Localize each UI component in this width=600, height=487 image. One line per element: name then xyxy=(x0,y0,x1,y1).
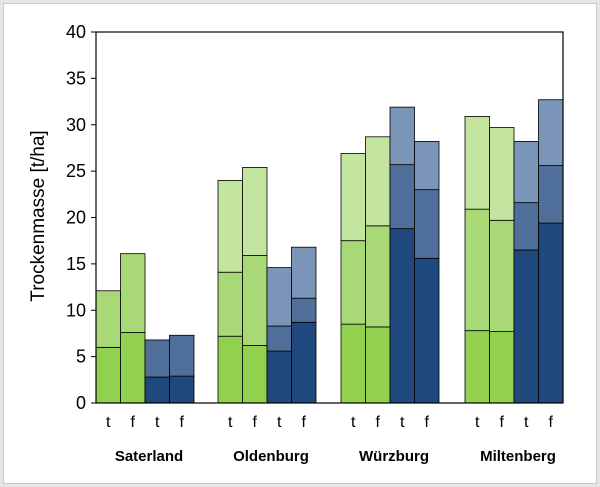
bar-category-label: f xyxy=(376,414,381,431)
bar-category-label: t xyxy=(351,414,356,431)
bar-segment xyxy=(464,116,490,210)
bar-segment xyxy=(242,167,268,256)
bar-segment xyxy=(242,255,268,346)
bars-layer xyxy=(95,99,564,404)
bar-segment xyxy=(291,246,317,299)
y-tick-label: 10 xyxy=(66,300,86,320)
bar-segment xyxy=(464,208,490,332)
bar-segment xyxy=(414,141,440,191)
bar-segment xyxy=(365,225,391,328)
bar-segment xyxy=(340,240,366,325)
bar-segment xyxy=(120,253,146,333)
bar-segment xyxy=(169,375,195,404)
bar-segment xyxy=(365,326,391,404)
y-tick-label: 25 xyxy=(66,161,86,181)
bar-segment xyxy=(217,335,243,404)
group-label: Saterland xyxy=(115,448,183,465)
bar-segment xyxy=(489,127,515,221)
axes-layer: 0 5 10 15 20 25 30 35 40 xyxy=(66,22,564,413)
bar-segment xyxy=(414,257,440,404)
bar-category-label: f xyxy=(425,414,430,431)
group-label: Würzburg xyxy=(359,448,429,465)
group-label: Oldenburg xyxy=(233,448,309,465)
bar-category-label: f xyxy=(549,414,554,431)
bar-category-label: t xyxy=(400,414,405,431)
bar-segment xyxy=(291,297,317,323)
bar-segment xyxy=(365,136,391,227)
bar-segment xyxy=(217,179,243,273)
bar-segment xyxy=(489,331,515,404)
bar-segment xyxy=(95,346,121,404)
y-axis-label: Trockenmasse [t/ha] xyxy=(28,130,49,301)
bar-segment xyxy=(291,321,317,404)
bar-segment xyxy=(144,376,170,404)
bar-segment xyxy=(538,99,564,166)
bar-segment xyxy=(513,202,539,251)
bar-segment xyxy=(389,228,415,404)
bar-category-label: t xyxy=(228,414,233,431)
bar-segment xyxy=(217,271,243,337)
bar-segment xyxy=(120,332,146,404)
bar-category-label: t xyxy=(277,414,282,431)
bar-category-label: f xyxy=(253,414,258,431)
bar-segment xyxy=(266,325,292,352)
bar-segment xyxy=(513,141,539,204)
y-tick-label: 40 xyxy=(66,22,86,42)
bar-segment xyxy=(266,350,292,404)
bar-segment xyxy=(266,267,292,327)
y-tick-label: 15 xyxy=(66,254,86,274)
bar-segment xyxy=(414,189,440,259)
bar-category-label: f xyxy=(302,414,307,431)
y-tick-label: 20 xyxy=(66,208,86,228)
bar-category-label: t xyxy=(475,414,480,431)
y-tick-label: 35 xyxy=(66,68,86,88)
y-tick-label: 0 xyxy=(76,393,86,413)
y-tick-label: 5 xyxy=(76,347,86,367)
bar-segment xyxy=(538,165,564,224)
bar-category-label: f xyxy=(180,414,185,431)
bar-segment xyxy=(144,339,170,378)
bar-category-label: t xyxy=(106,414,111,431)
y-tick-label: 30 xyxy=(66,115,86,135)
bar-segment xyxy=(340,153,366,242)
bar-segment xyxy=(95,290,121,348)
bar-category-label: t xyxy=(524,414,529,431)
bar-segment xyxy=(464,330,490,404)
bar-segment xyxy=(169,334,195,377)
bar-segment xyxy=(538,222,564,404)
bar-segment xyxy=(340,323,366,404)
bar-category-label: f xyxy=(500,414,505,431)
bar-segment xyxy=(242,345,268,404)
bar-segment xyxy=(513,249,539,404)
bar-category-label: t xyxy=(155,414,160,431)
bar-segment xyxy=(389,164,415,230)
bar-category-label: f xyxy=(131,414,136,431)
bar-segment xyxy=(389,106,415,166)
group-label: Miltenberg xyxy=(480,448,556,465)
bar-segment xyxy=(489,219,515,332)
